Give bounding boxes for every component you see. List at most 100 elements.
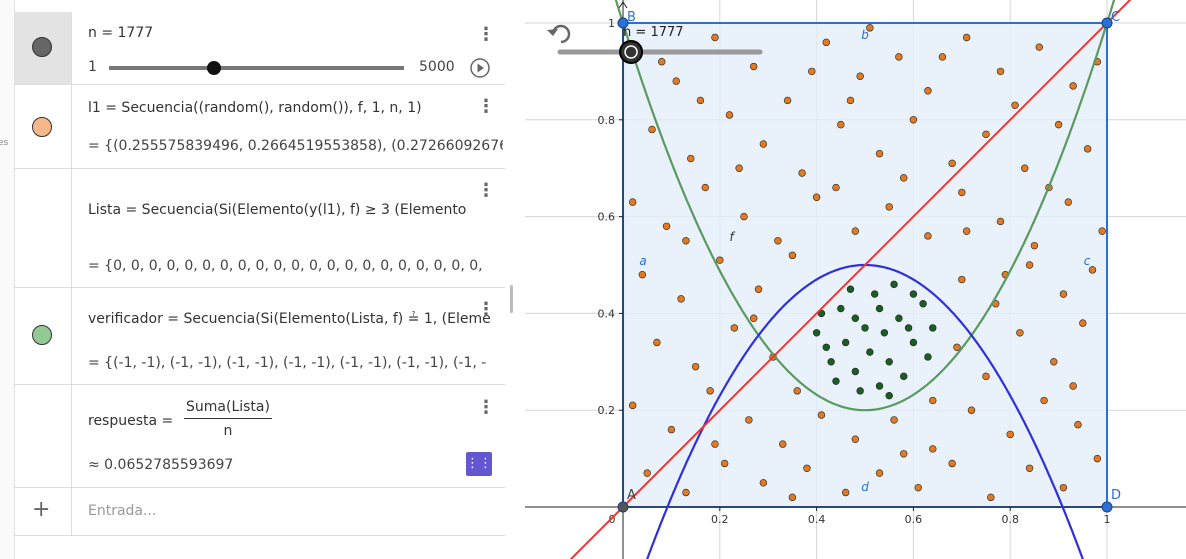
algebra-item[interactable]: Lista = Secuencia(Si(Elemento(y(l1), f) …: [14, 168, 505, 288]
data-point: [929, 445, 937, 453]
sidebar-text: es: [0, 138, 9, 148]
curve-label: f: [729, 230, 735, 244]
data-point: [895, 53, 903, 61]
data-point: [711, 33, 719, 42]
data-point: [885, 358, 893, 366]
data-point: [885, 391, 893, 400]
data-point: [958, 188, 966, 197]
data-point: [987, 493, 995, 502]
data-point: [880, 329, 889, 337]
data-point: [900, 450, 908, 458]
data-point: [740, 212, 748, 221]
data-point: [716, 256, 724, 264]
data-point: [658, 58, 666, 66]
visibility-toggle[interactable]: [32, 325, 52, 345]
menu-button[interactable]: ⋮: [477, 397, 495, 418]
data-point: [982, 130, 990, 139]
menu-button[interactable]: ⋮: [477, 24, 495, 45]
slider-knob[interactable]: [619, 40, 644, 64]
data-point: [1030, 241, 1039, 250]
data-point: [948, 159, 956, 168]
format-button[interactable]: ⋮⋮: [466, 452, 492, 476]
data-point: [793, 387, 801, 395]
slider-track[interactable]: [109, 66, 404, 70]
data-point: [638, 270, 647, 279]
data-point: [701, 183, 709, 192]
data-point: [1069, 382, 1077, 390]
vertex-label: C: [1111, 10, 1120, 25]
output: ≈ 0.0652785593697: [88, 457, 234, 473]
data-point: [909, 116, 918, 124]
data-point: [643, 469, 651, 477]
data-point: [812, 193, 821, 201]
slider-knob[interactable]: [206, 61, 221, 75]
definition[interactable]: Lista = Secuencia(Si(Elemento(y(l1), f) …: [88, 202, 467, 218]
data-point: [1064, 198, 1072, 206]
icon-column: [14, 287, 72, 384]
visibility-toggle[interactable]: [32, 117, 52, 137]
x-tick-label: 0.8: [1001, 513, 1019, 526]
data-point: [856, 387, 864, 395]
data-point: [962, 33, 971, 42]
scrollbar[interactable]: [510, 285, 513, 313]
data-point: [982, 372, 990, 381]
algebra-item[interactable]: l1 = Secuencia((random(), random()), f, …: [14, 84, 505, 169]
algebra-item[interactable]: respuesta = Suma(Lista) n ≈ 0.0652785593…: [14, 385, 505, 488]
definition[interactable]: verificador = Secuencia(Si(Elemento(List…: [88, 311, 491, 327]
data-point: [779, 440, 787, 448]
data-point: [682, 237, 690, 245]
data-point: [667, 425, 676, 434]
data-point: [1050, 358, 1058, 366]
data-point: [817, 411, 826, 419]
vertex-label: A: [627, 488, 636, 503]
output: = {0, 0, 0, 0, 0, 0, 0, 0, 0, 0, 0, 0, 0…: [88, 258, 483, 274]
y-tick-label: 0.2: [598, 404, 616, 417]
data-point: [749, 62, 758, 71]
data-point: [1059, 483, 1068, 492]
data-point: [851, 435, 860, 443]
data-point: [866, 24, 874, 32]
menu-button[interactable]: ⋮: [477, 180, 495, 201]
data-point: [1083, 145, 1092, 153]
data-point: [788, 251, 797, 260]
menu-button[interactable]: ⋮: [477, 96, 495, 117]
algebra-item[interactable]: n = 1777 1 5000 ⋮: [14, 0, 505, 85]
parabola: [646, 263, 1084, 559]
data-point: [691, 362, 700, 371]
data-point: [808, 67, 816, 76]
algebra-item[interactable]: verificador = Secuencia(Si(Elemento(List…: [14, 287, 505, 385]
input-placeholder[interactable]: Entrada...: [88, 503, 157, 519]
data-point: [929, 324, 937, 332]
data-point: [759, 479, 768, 487]
vertex-label: B: [627, 10, 636, 25]
definition[interactable]: l1 = Secuencia((random(), random()), f, …: [88, 100, 422, 116]
data-point: [648, 125, 656, 134]
data-point: [1016, 329, 1024, 337]
data-point: [1040, 396, 1048, 405]
data-point: [822, 343, 830, 351]
definition[interactable]: n = 1777: [88, 25, 154, 41]
input-bar[interactable]: + Entrada...: [14, 487, 505, 536]
data-point: [725, 111, 734, 119]
graphics-view: 0 0.2 0.4 0.6 0.8 1 0.2 0.4 0.6 0.8 1 f a b c d A B C Dn = …: [525, 0, 1186, 559]
data-point: [875, 149, 884, 158]
add-button[interactable]: +: [32, 497, 51, 522]
slider-label: n = 1777: [623, 25, 683, 40]
visibility-toggle[interactable]: [32, 37, 52, 57]
data-point: [837, 304, 845, 313]
data-point: [895, 314, 903, 322]
data-point: [909, 338, 918, 347]
data-point: [832, 183, 840, 192]
menu-button[interactable]: ⋮: [477, 299, 495, 320]
definition[interactable]: respuesta =: [88, 413, 174, 429]
denominator: n: [223, 423, 233, 439]
data-point: [662, 222, 671, 230]
data-point: [812, 329, 821, 337]
data-point: [672, 77, 680, 85]
data-point: [745, 416, 753, 424]
play-button[interactable]: [469, 57, 491, 79]
data-point: [1006, 430, 1014, 439]
data-point: [730, 324, 739, 332]
data-point: [924, 232, 932, 240]
